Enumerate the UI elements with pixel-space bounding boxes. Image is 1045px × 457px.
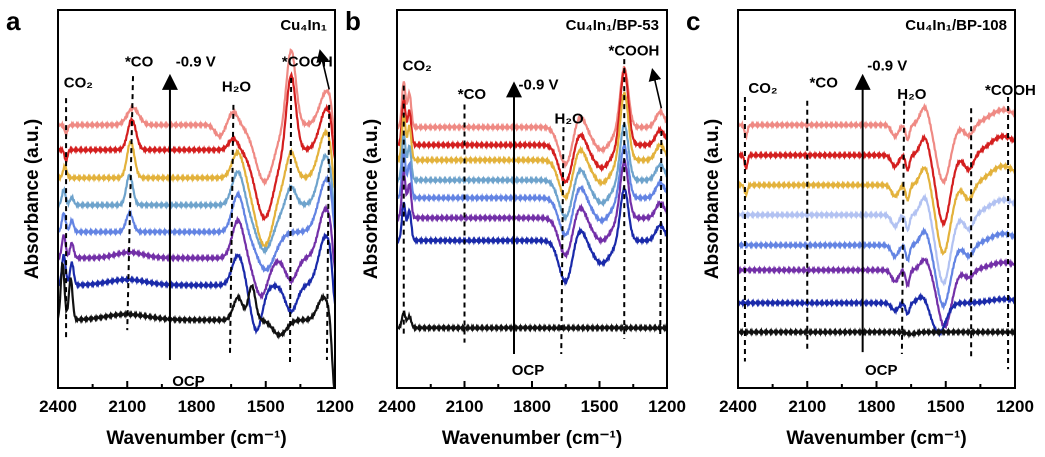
annotation-label: *COOH (282, 54, 333, 71)
y-axis-label: Absorbance (a.u.) (22, 119, 43, 279)
x-tick-label: 2400 (39, 397, 77, 416)
x-tick-label: 2100 (446, 397, 484, 416)
spectrum-line (58, 174, 335, 273)
spectrum-line (397, 121, 667, 222)
y-axis-label: Absorbance (a.u.) (702, 119, 723, 279)
x-tick-label: 1800 (858, 397, 896, 416)
x-tick-label: 1800 (178, 397, 216, 416)
panel-title: Cu₄In₁/BP-108 (905, 17, 1007, 34)
shift-arrow (316, 49, 331, 90)
dashed-guide (288, 78, 293, 365)
x-tick-label: 1200 (648, 397, 686, 416)
annotation-label: *COOH (985, 82, 1036, 99)
dashed-guide (900, 100, 906, 354)
annotation-label: CO₂ (403, 57, 432, 74)
annotation-label: OCP (865, 362, 898, 379)
annotation-label: -0.9 V (519, 76, 559, 93)
spectrum-line (738, 256, 1015, 330)
annotation-label: CO₂ (64, 74, 93, 91)
spectrum-line (738, 226, 1015, 311)
x-tick-label: 2400 (719, 397, 757, 416)
spectrum-line (397, 310, 667, 333)
spectrum-line (738, 193, 1015, 287)
spectrum-line (58, 152, 335, 256)
panel-letter: b (345, 6, 361, 36)
annotation-label: *CO (810, 74, 839, 91)
spectrum-line (58, 203, 335, 301)
spectrum-line (738, 327, 1015, 339)
y-axis-label: Absorbance (a.u.) (361, 119, 382, 279)
shift-arrow (648, 68, 663, 109)
dashed-guide (560, 127, 565, 354)
spectrum-line (738, 131, 1015, 229)
spectrum-line (397, 65, 667, 185)
x-tick-label: 1500 (927, 397, 965, 416)
dashed-guide (126, 76, 135, 331)
spectrum-line (397, 91, 667, 202)
x-tick-label: 1500 (247, 397, 285, 416)
x-tick-label: 2400 (378, 397, 416, 416)
annotation-label: H₂O (555, 110, 584, 127)
spectrum-line (58, 127, 335, 250)
spectrum-line (738, 292, 1015, 338)
x-tick-label: 1200 (996, 397, 1034, 416)
x-tick-label: 1800 (513, 397, 551, 416)
x-axis-label: Wavenumber (cm⁻¹) (786, 428, 966, 449)
x-axis-label: Wavenumber (cm⁻¹) (106, 428, 286, 449)
spectrum-line (738, 102, 1015, 186)
panel-letter: c (686, 6, 700, 36)
spectrum-line (738, 161, 1015, 256)
spectrum-line (58, 232, 335, 335)
spectrum-line (58, 71, 335, 222)
annotation-label: H₂O (897, 86, 926, 103)
panel-c: CO₂ *CO -0.9 V H₂O *COOH OCP 2400 2100 1800 1500 1… (686, 6, 1036, 449)
panel-b: CO₂ *CO -0.9 V H₂O *COOH OCP 2400 2100 1800 1500 1… (345, 6, 686, 449)
x-tick-label: 1500 (581, 397, 619, 416)
annotation-label: CO₂ (748, 80, 777, 97)
panel-title: Cu₄In₁ (280, 17, 327, 34)
panel-title: Cu₄In₁/BP-53 (566, 17, 659, 34)
dashed-guide (659, 130, 663, 336)
annotation-label: *CO (125, 54, 154, 71)
x-axis-label: Wavenumber (cm⁻¹) (442, 428, 622, 449)
annotation-label: H₂O (222, 78, 251, 95)
spectrum-line (397, 185, 667, 287)
x-tick-label: 1200 (316, 397, 354, 416)
annotation-label: *COOH (609, 42, 660, 59)
annotation-label: OCP (512, 362, 545, 379)
spectrum-line (397, 157, 667, 260)
dashed-guide (325, 104, 331, 361)
panel-letter: a (6, 6, 21, 36)
x-tick-label: 2100 (108, 397, 146, 416)
spectrum-line (58, 261, 335, 388)
annotation-label: *CO (458, 86, 487, 103)
dashed-guide (228, 104, 235, 356)
annotation-label: -0.9 V (867, 57, 907, 74)
spectrum-line (58, 48, 335, 187)
x-tick-label: 2100 (788, 397, 826, 416)
annotation-label: -0.9 V (176, 54, 216, 71)
spectrum-line (397, 143, 667, 239)
